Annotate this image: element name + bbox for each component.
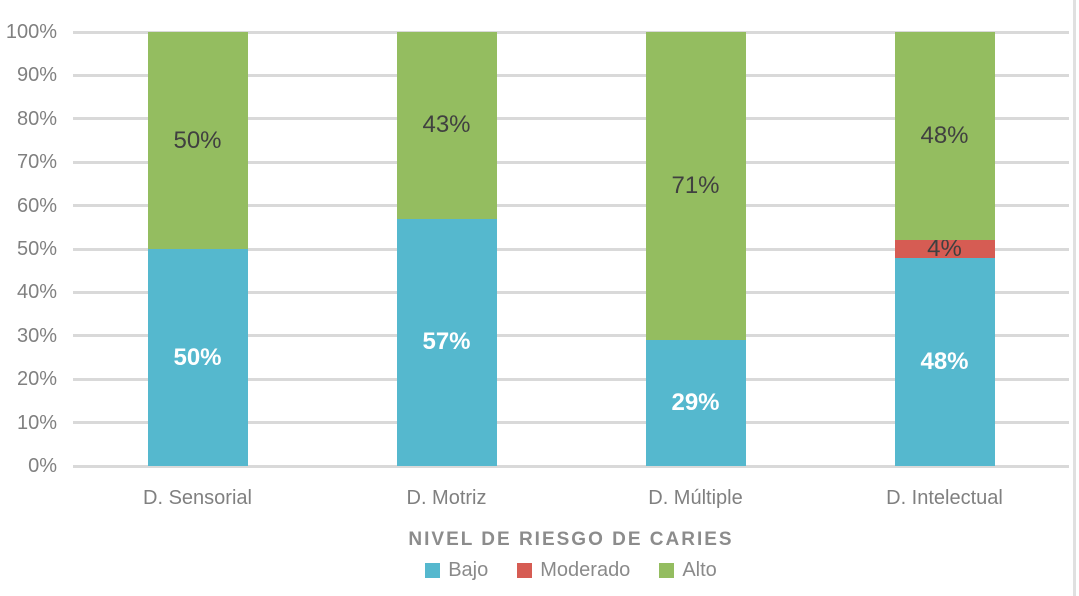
legend-label-bajo: Bajo <box>448 559 489 581</box>
bar-segment-bajo-d-sensorial: 50% <box>147 249 248 466</box>
gridline-30 <box>73 334 1069 338</box>
bar-segment-bajo-d-multiple: 29% <box>645 340 746 466</box>
legend-item-alto: Alto <box>659 559 717 581</box>
gridline-50 <box>73 247 1069 251</box>
x-category-label-d-motriz: D. Motriz <box>406 487 487 509</box>
y-tick-label-90: 90% <box>16 64 57 87</box>
bar-d-multiple: 29% 71% <box>645 32 746 466</box>
y-tick-label-0: 0% <box>28 455 57 477</box>
plot-area: 50% 50% 57% 43% 29% 71% 48% 4% 48% <box>73 30 1069 468</box>
bar-value-label: 4% <box>927 235 962 263</box>
y-tick-label-10: 10% <box>16 411 57 434</box>
bar-value-label: 48% <box>920 122 969 150</box>
bar-segment-alto-d-multiple: 71% <box>645 32 746 341</box>
legend-swatch-bajo <box>425 562 441 578</box>
bar-d-intelectual: 48% 4% 48% <box>894 32 995 466</box>
gridline-100 <box>73 30 1069 34</box>
bar-segment-alto-d-motriz: 43% <box>396 32 497 219</box>
x-category-label-d-multiple: D. Múltiple <box>648 487 743 509</box>
y-tick-label-80: 80% <box>16 107 57 130</box>
bar-value-label: 48% <box>920 347 969 375</box>
y-tick-label-40: 40% <box>16 281 57 304</box>
bar-value-label: 71% <box>671 172 720 200</box>
gridline-60 <box>73 204 1069 208</box>
bar-value-label: 57% <box>422 328 471 356</box>
bar-segment-alto-d-intelectual: 48% <box>894 32 995 241</box>
y-tick-label-70: 70% <box>16 151 57 174</box>
bar-segment-moderado-d-intelectual: 4% <box>894 237 995 261</box>
y-tick-label-100: 100% <box>5 21 57 43</box>
gridline-0 <box>73 464 1069 468</box>
bar-d-sensorial: 50% 50% <box>147 32 248 466</box>
legend-swatch-moderado <box>517 562 533 578</box>
gridline-10 <box>73 421 1069 425</box>
gridline-90 <box>73 73 1069 77</box>
y-tick-label-20: 20% <box>16 368 57 391</box>
bar-value-label: 43% <box>422 111 471 139</box>
gridline-40 <box>73 290 1069 294</box>
bar-segment-bajo-d-motriz: 57% <box>396 218 497 466</box>
bar-value-label: 29% <box>671 389 720 417</box>
legend-label-moderado: Moderado <box>540 559 631 581</box>
legend-label-alto: Alto <box>682 559 717 581</box>
x-category-label-d-sensorial: D. Sensorial <box>143 487 252 509</box>
bar-d-motriz: 57% 43% <box>396 32 497 466</box>
bar-value-label: 50% <box>173 343 222 371</box>
legend-item-moderado: Moderado <box>517 559 630 581</box>
y-tick-label-50: 50% <box>16 238 57 260</box>
gridline-20 <box>73 377 1069 381</box>
bar-segment-alto-d-sensorial: 50% <box>147 32 248 249</box>
y-tick-label-30: 30% <box>16 324 57 347</box>
gridline-80 <box>73 117 1069 121</box>
y-tick-label-60: 60% <box>16 194 57 217</box>
bar-value-label: 50% <box>173 126 222 154</box>
legend: Bajo Moderado Alto <box>73 559 1069 581</box>
legend-item-bajo: Bajo <box>425 559 488 581</box>
gridline-70 <box>73 160 1069 164</box>
legend-swatch-alto <box>659 562 675 578</box>
x-axis-title: NIVEL DE RIESGO DE CARIES <box>408 529 734 550</box>
chart-right-border <box>1073 0 1076 596</box>
bar-segment-bajo-d-intelectual: 48% <box>894 257 995 466</box>
x-category-label-d-intelectual: D. Intelectual <box>886 487 1003 509</box>
